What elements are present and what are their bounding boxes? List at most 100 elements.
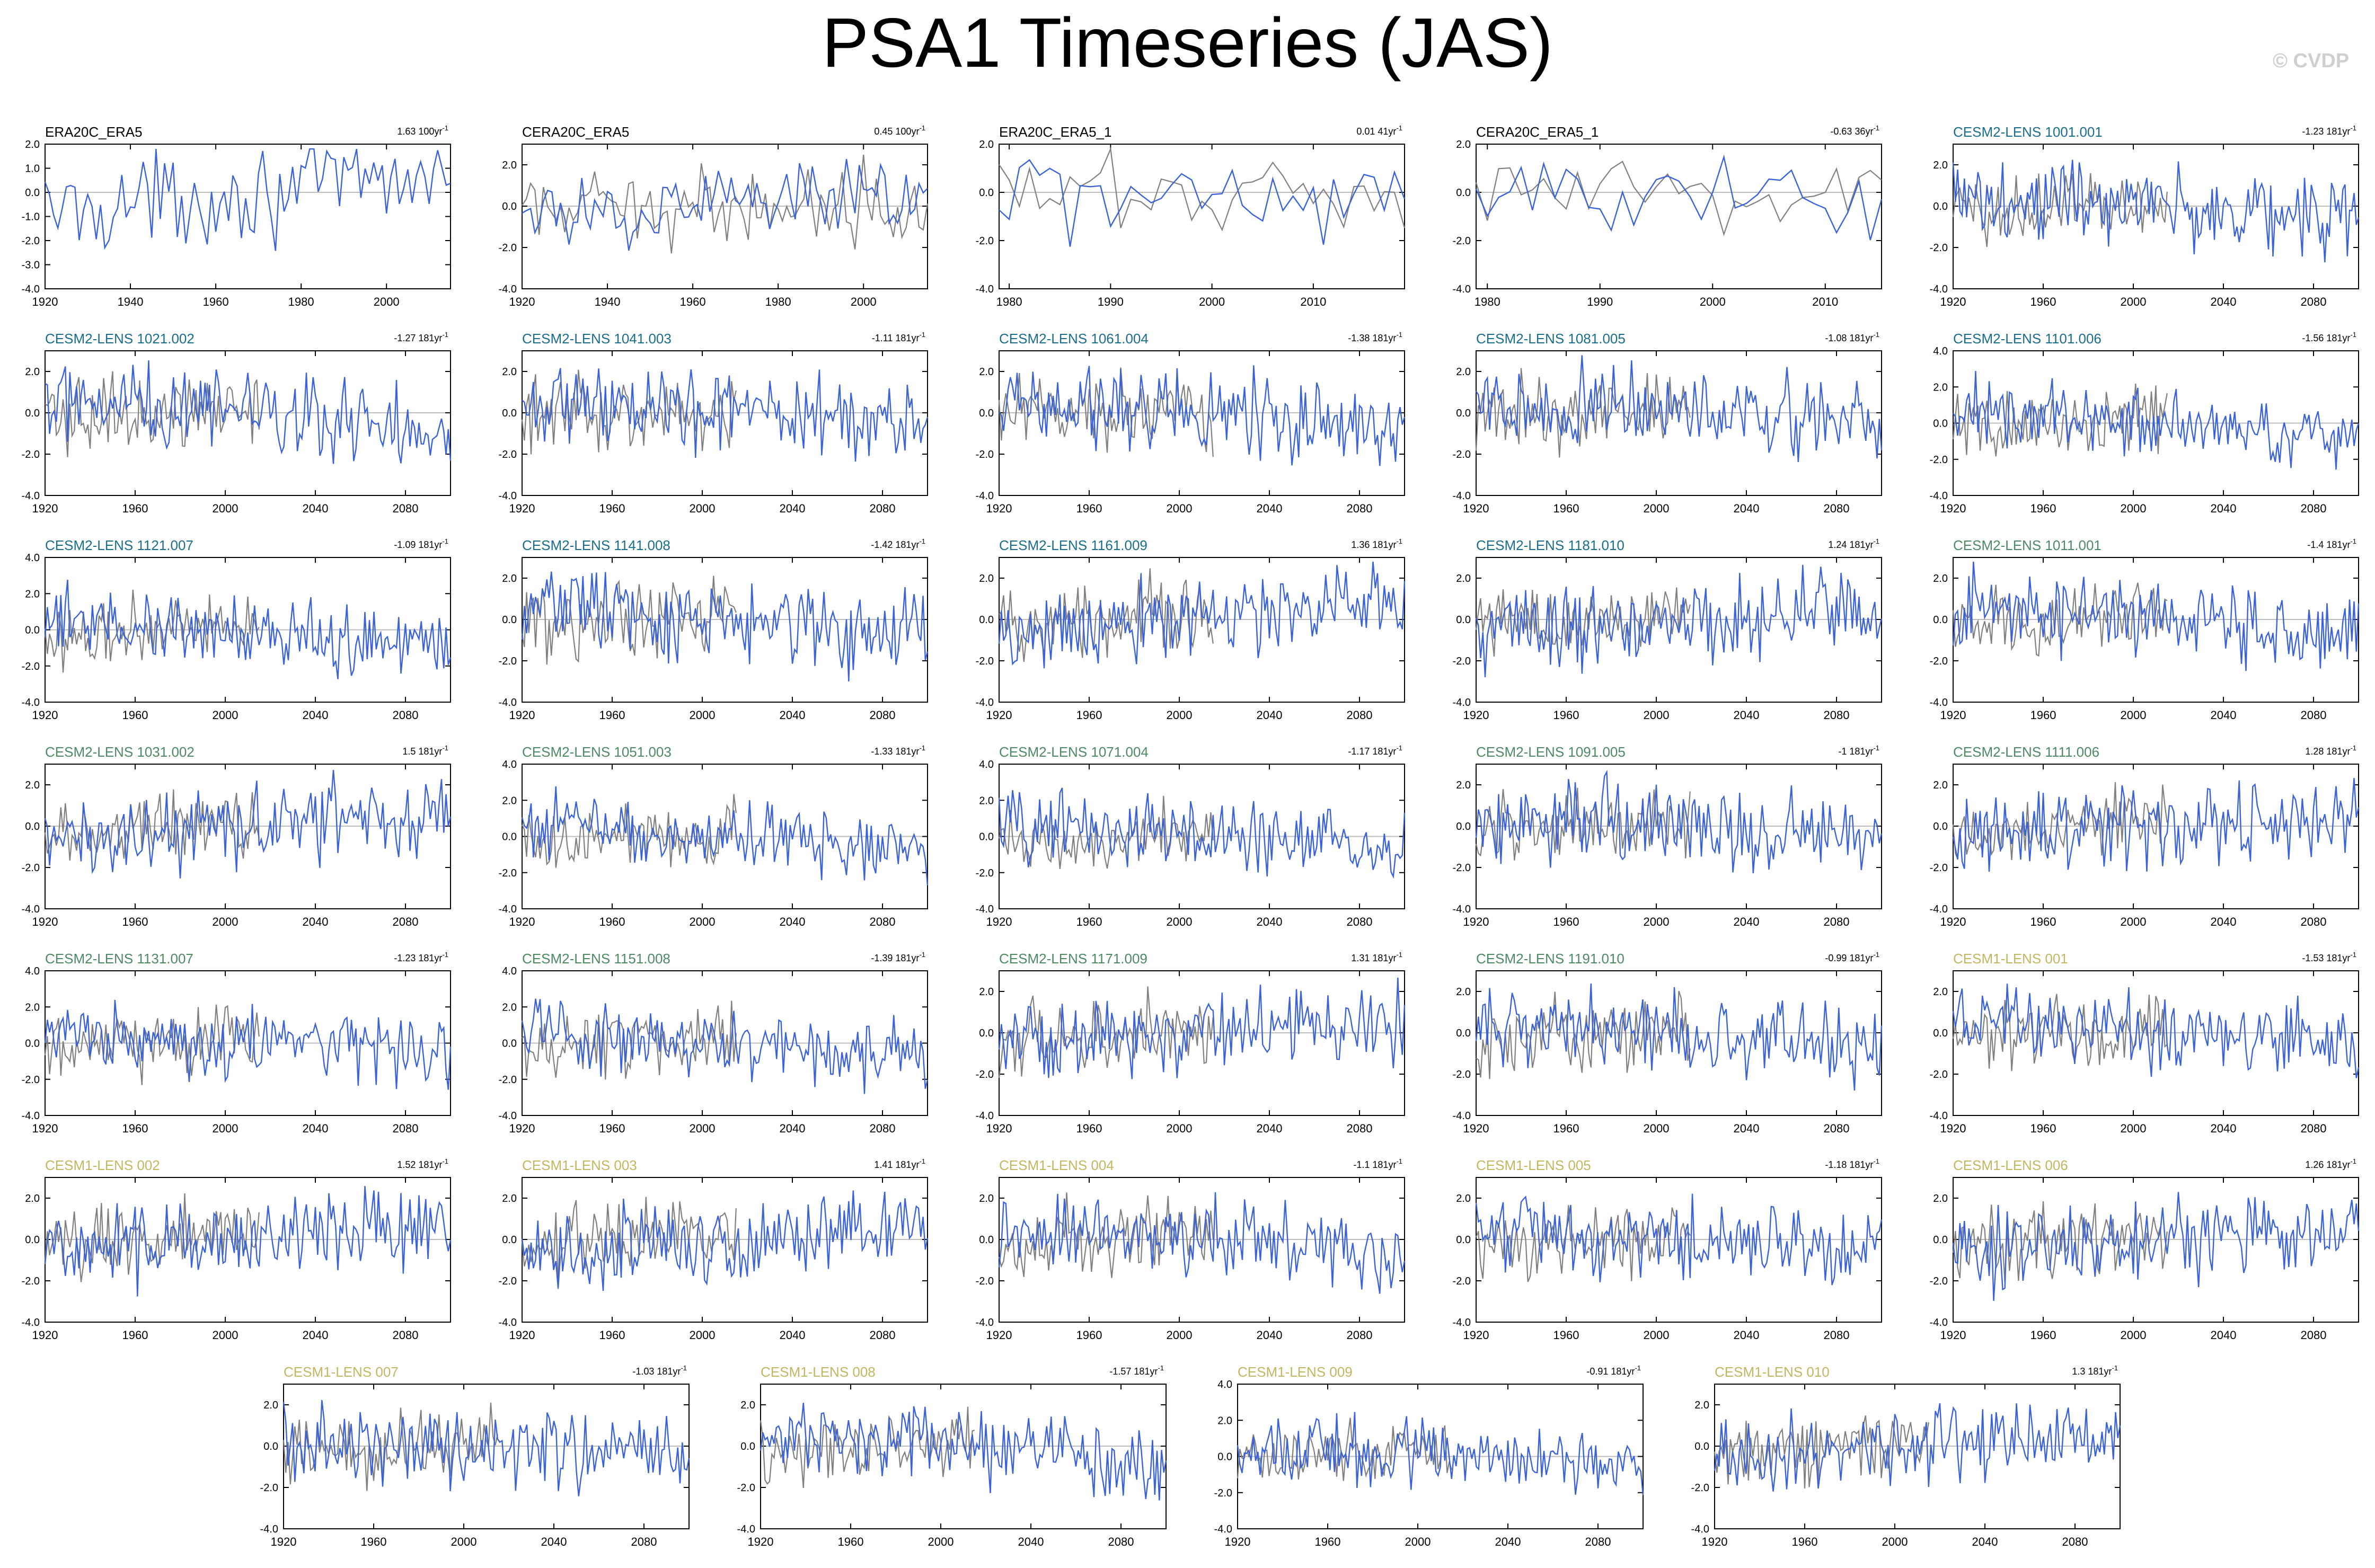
x-tick-label: 2080 [1108,1535,1134,1548]
x-tick-label: 2080 [393,1328,419,1342]
x-tick-label: 1940 [118,295,144,308]
x-tick-label: 1920 [1940,915,1966,928]
y-tick-label: -4.0 [22,1110,40,1122]
y-tick-label: 0.0 [25,1038,40,1050]
plot-frame [1476,764,1882,909]
observed-series-line [1475,368,1691,458]
observed-series-line [522,1000,737,1080]
x-tick-label: 1920 [509,708,535,722]
x-tick-label: 2000 [1199,295,1225,308]
trend-label: 1.26 181yr-1 [2305,1157,2356,1170]
x-tick-label: 2040 [2211,502,2237,515]
y-tick-label: -2.0 [976,1275,994,1287]
x-tick-label: 1980 [1475,295,1500,308]
x-tick-label: 2000 [2121,708,2147,722]
y-tick-label: 2.0 [1456,139,1471,150]
model-series-line [1475,769,1883,874]
x-tick-label: 2040 [303,915,329,928]
plot-frame [999,350,1405,496]
x-tick-label: 2080 [1585,1535,1611,1548]
plot-frame [999,1177,1405,1323]
trend-label: -1.39 181yr-1 [871,951,925,963]
y-tick-label: 2.0 [979,795,994,807]
x-tick-label: 1960 [2030,915,2056,928]
observed-series-line [999,568,1214,662]
x-tick-label: 2000 [690,502,716,515]
x-tick-label: 1920 [32,295,58,308]
y-tick-label: -4.0 [1930,1317,1948,1328]
x-tick-label: 1920 [509,915,535,928]
y-tick-label: -4.0 [1930,903,1948,915]
panel-title: CESM2-LENS 1151.008 [522,951,670,967]
y-tick-label: 2.0 [25,366,40,378]
x-tick-label: 1920 [986,1328,1012,1342]
model-series-line [760,1403,1167,1501]
y-tick-label: 2.0 [1456,366,1471,378]
y-tick-label: 0.0 [1456,614,1471,626]
y-tick-label: -4.0 [22,490,40,502]
x-tick-label: 1920 [1702,1535,1728,1548]
y-tick-label: -2.0 [1930,242,1948,254]
model-series-line [44,148,451,251]
observed-series-line [522,154,929,254]
panel-title: CESM1-LENS 009 [1238,1364,1353,1380]
trend-label: -1.23 181yr-1 [2302,124,2356,137]
x-tick-label: 1960 [1792,1535,1818,1548]
x-tick-label: 1960 [599,1328,625,1342]
model-series-line [44,579,452,679]
observed-series-line [998,986,1214,1078]
y-tick-label: 2.0 [25,588,40,600]
plot-frame [522,1177,928,1323]
x-tick-label: 2080 [393,1122,419,1135]
y-tick-label: 2.0 [25,139,40,150]
observed-series-line [1952,994,2168,1071]
x-tick-label: 2080 [1824,1122,1850,1135]
y-tick-label: 2.0 [502,573,517,584]
model-series-line [998,977,1406,1079]
trend-label: -1.18 181yr-1 [1825,1157,1879,1170]
x-tick-label: 2000 [1167,1328,1193,1342]
plot-frame [1476,970,1882,1116]
x-tick-label: 1990 [1098,295,1124,308]
x-tick-label: 1960 [122,1328,148,1342]
trend-label: -1.57 181yr-1 [1109,1364,1164,1377]
model-series-line [45,360,452,464]
x-tick-label: 1960 [1076,915,1102,928]
y-tick-label: 2.0 [1456,573,1471,584]
y-tick-label: 2.0 [1456,986,1471,998]
observed-series-line [999,146,1406,232]
observed-series-line [1475,587,1691,657]
x-tick-label: 1920 [1463,502,1489,515]
panel-title: CESM1-LENS 007 [284,1364,399,1380]
model-series-line [522,158,928,251]
model-series-line [282,1400,690,1496]
y-tick-label: -2.0 [1930,1275,1948,1287]
x-tick-label: 2080 [1824,708,1850,722]
x-tick-label: 1940 [595,295,621,308]
model-series-line [521,571,929,682]
model-series-line [1952,984,2360,1078]
timeseries-panel: 2.0 0.0 -2.0 -4.0 1980 1990 2000 2010 CERA20C_ER… [1453,124,1883,308]
plot-frame [999,144,1405,289]
y-tick-label: -4.0 [499,490,517,502]
x-tick-label: 2040 [1734,1122,1760,1135]
x-tick-label: 2010 [1812,295,1838,308]
x-tick-label: 1920 [509,1122,535,1135]
x-tick-label: 2040 [780,502,806,515]
trend-label: -1.17 181yr-1 [1348,744,1402,757]
x-tick-label: 2080 [870,708,896,722]
x-tick-label: 2000 [851,295,877,308]
trend-label: -1.09 181yr-1 [394,537,448,550]
observed-series-line [1952,782,2168,860]
model-series-line [1952,1192,2360,1301]
panel-title: CESM2-LENS 1071.004 [999,744,1149,760]
x-tick-label: 1960 [1553,1122,1579,1135]
